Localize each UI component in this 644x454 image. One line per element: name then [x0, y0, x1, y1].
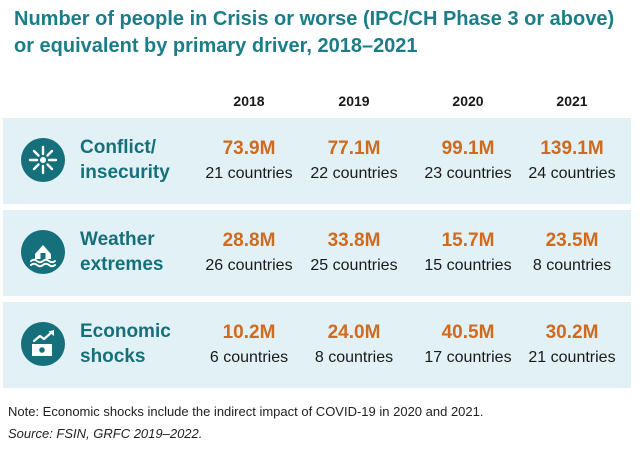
value-label: 73.9M: [222, 138, 276, 159]
cell-weather-2020: 15.7M 15 countries: [410, 229, 526, 277]
value-label: 10.2M: [222, 322, 276, 343]
cell-economic-2018: 10.2M 6 countries: [191, 321, 307, 369]
countries-label: 23 countries: [424, 165, 512, 182]
value-label: 23.5M: [545, 230, 599, 251]
countries-label: 24 countries: [528, 165, 616, 182]
cell-weather-2021: 23.5M 8 countries: [514, 229, 630, 277]
value-label: 33.8M: [327, 230, 381, 251]
countries-label: 26 countries: [205, 257, 293, 274]
value-label: 28.8M: [222, 230, 276, 251]
value-label: 40.5M: [441, 322, 495, 343]
value-label: 30.2M: [545, 322, 599, 343]
driver-label-economic: Economic shocks: [80, 321, 171, 367]
value-label: 99.1M: [441, 138, 495, 159]
column-header-2018: 2018: [233, 93, 265, 109]
cell-economic-2021: 30.2M 21 countries: [514, 321, 630, 369]
column-header-2021: 2021: [556, 93, 588, 109]
cell-weather-2018: 28.8M 26 countries: [191, 229, 307, 277]
countries-label: 15 countries: [424, 257, 512, 274]
value-label: 15.7M: [441, 230, 495, 251]
countries-label: 17 countries: [424, 349, 512, 366]
driver-label-weather: Weather extremes: [80, 229, 164, 275]
cell-conflict-2020: 99.1M 23 countries: [410, 137, 526, 185]
value-label: 24.0M: [327, 322, 381, 343]
row-weather: Weather extremes 28.8M 26 countries 33.8…: [3, 210, 631, 296]
countries-label: 21 countries: [528, 349, 616, 366]
driver-label-conflict: Conflict/ insecurity: [80, 137, 170, 183]
cell-economic-2019: 24.0M 8 countries: [296, 321, 412, 369]
chart-title: Number of people in Crisis or worse (IPC…: [14, 8, 615, 57]
countries-label: 25 countries: [310, 257, 398, 274]
countries-label: 22 countries: [310, 165, 398, 182]
countries-label: 6 countries: [209, 349, 289, 366]
weather-icon: [21, 230, 65, 274]
value-label: 77.1M: [327, 138, 381, 159]
cell-economic-2020: 40.5M 17 countries: [410, 321, 526, 369]
cell-weather-2019: 33.8M 25 countries: [296, 229, 412, 277]
countries-label: 21 countries: [205, 165, 293, 182]
cell-conflict-2021: 139.1M 24 countries: [514, 137, 630, 185]
cell-conflict-2018: 73.9M 21 countries: [191, 137, 307, 185]
countries-label: 8 countries: [532, 257, 612, 274]
value-label: 139.1M: [540, 138, 604, 159]
row-conflict: Conflict/ insecurity 73.9M 21 countries …: [3, 118, 631, 204]
conflict-icon: [21, 138, 65, 182]
economic-icon: [21, 322, 65, 366]
footnote: Note: Economic shocks include the indire…: [8, 404, 484, 419]
source-note: Source: FSIN, GRFC 2019–2022.: [8, 426, 203, 441]
cell-conflict-2019: 77.1M 22 countries: [296, 137, 412, 185]
column-header-2019: 2019: [338, 93, 370, 109]
countries-label: 8 countries: [314, 349, 394, 366]
column-header-2020: 2020: [452, 93, 484, 109]
row-economic: Economic shocks 10.2M 6 countries 24.0M …: [3, 302, 631, 388]
